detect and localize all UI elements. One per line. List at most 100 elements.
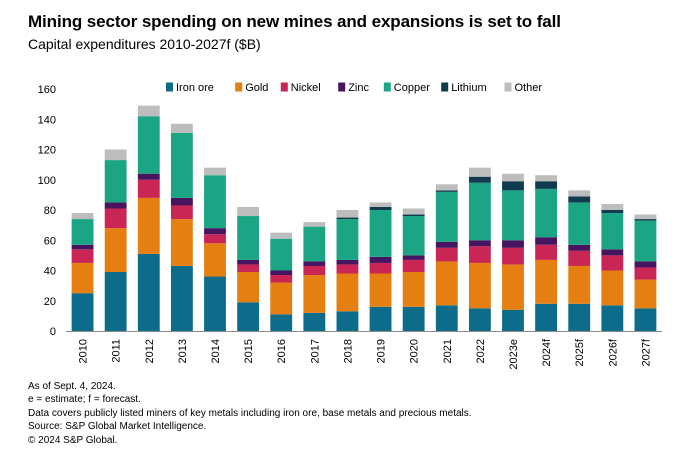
x-tick-label: 2021	[442, 339, 454, 363]
bar-segment	[137, 116, 160, 174]
bar-segment	[601, 305, 624, 331]
bar-stack	[170, 123, 193, 331]
bar-stack	[601, 203, 624, 331]
bar-segment	[568, 303, 591, 331]
x-tick-label: 2017	[309, 339, 321, 363]
bar-segment	[369, 206, 392, 210]
bar-stack	[303, 222, 326, 331]
bar-segment	[601, 249, 624, 256]
x-tick-label: 2020	[409, 339, 421, 363]
bar-stack	[270, 232, 293, 331]
bar-segment	[137, 179, 160, 198]
bar-segment	[402, 214, 425, 217]
legend-label: Lithium	[451, 82, 486, 94]
bar-segment	[634, 267, 657, 280]
legend-item: Zinc	[338, 82, 369, 94]
bar-segment	[601, 203, 624, 210]
bar-segment	[402, 255, 425, 260]
bar-segment	[270, 282, 293, 315]
bar-segment	[502, 181, 524, 191]
bar-segment	[270, 314, 293, 331]
bar-segment	[601, 270, 624, 306]
bar-segment	[71, 293, 94, 331]
legend-label: Zinc	[348, 82, 369, 94]
y-tick-label: 140	[38, 114, 56, 126]
bar-segment	[170, 132, 193, 198]
bar-segment	[568, 244, 591, 251]
legend-swatch	[441, 82, 449, 92]
chart-subtitle: Capital expenditures 2010-2027f ($B)	[28, 36, 261, 52]
bar-segment	[535, 259, 558, 304]
bar-segment	[502, 173, 524, 182]
legend-swatch	[383, 82, 391, 92]
bar-segment	[568, 196, 591, 203]
bar-stack	[237, 206, 260, 331]
bar-segment	[170, 197, 193, 206]
x-tick-label: 2010	[78, 339, 90, 363]
bar-stack	[435, 184, 458, 331]
bar-segment	[634, 219, 657, 221]
bar-segment	[369, 202, 392, 207]
bar-stack	[369, 202, 392, 331]
bar-segment	[104, 272, 127, 331]
bar-stack	[104, 149, 127, 331]
chart-notes: As of Sept. 4, 2024. e = estimate; f = f…	[28, 380, 472, 447]
bar-segment	[237, 206, 260, 217]
bar-segment	[502, 190, 524, 241]
bar-segment	[568, 250, 591, 266]
bar-segment	[435, 241, 458, 248]
y-tick-label: 160	[38, 84, 56, 96]
x-tick-label: 2016	[276, 339, 288, 363]
bar-segment	[601, 210, 624, 214]
bar-segment	[468, 240, 491, 247]
y-tick-label: 60	[44, 235, 56, 247]
bar-segment	[502, 240, 524, 248]
bar-segment	[402, 216, 425, 256]
bar-segment	[204, 167, 226, 176]
bar-segment	[535, 303, 558, 331]
y-tick-label: 80	[44, 205, 56, 217]
y-tick-label: 0	[50, 326, 56, 338]
x-tick-label: 2024f	[541, 338, 553, 366]
bar-segment	[303, 312, 326, 331]
x-tick-label: 2014	[210, 339, 222, 363]
y-tick-label: 120	[38, 145, 56, 157]
x-tick-label: 2011	[111, 339, 123, 363]
legend-item: Iron ore	[166, 82, 214, 94]
x-tick-label: 2018	[342, 339, 354, 363]
bar-segment	[303, 222, 326, 227]
bar-segment	[303, 261, 326, 266]
y-tick-label: 40	[44, 266, 56, 278]
bar-segment	[137, 173, 160, 180]
bar-segment	[270, 238, 293, 271]
bar-segment	[71, 219, 94, 245]
bar-stack	[336, 210, 359, 331]
bar-segment	[336, 210, 359, 218]
bar-stack	[137, 105, 160, 331]
legend-item: Nickel	[280, 82, 321, 94]
bar-segment	[237, 302, 260, 331]
x-tick-label: 2023e	[508, 339, 520, 370]
bar-segment	[237, 259, 260, 265]
bar-segment	[137, 105, 160, 117]
bar-segment	[104, 149, 127, 161]
bar-segment	[137, 253, 160, 331]
bar-stack	[468, 167, 491, 331]
bar-segment	[71, 262, 94, 294]
note-legend-abbrev: e = estimate; f = forecast.	[28, 394, 141, 406]
bar-segment	[303, 265, 326, 276]
legend-swatch	[338, 82, 346, 92]
legend-label: Nickel	[291, 82, 321, 94]
x-tick-label: 2013	[177, 339, 189, 363]
legend-item: Gold	[235, 82, 268, 94]
bar-segment	[270, 270, 293, 276]
bar-segment	[170, 265, 193, 331]
bar-stack	[402, 208, 425, 331]
bar-segment	[237, 272, 260, 303]
bar-segment	[568, 190, 591, 197]
bar-segment	[369, 306, 392, 331]
bar-segment	[204, 243, 226, 277]
bar-segment	[402, 208, 425, 215]
bar-segment	[535, 244, 558, 260]
bar-segment	[71, 249, 94, 263]
